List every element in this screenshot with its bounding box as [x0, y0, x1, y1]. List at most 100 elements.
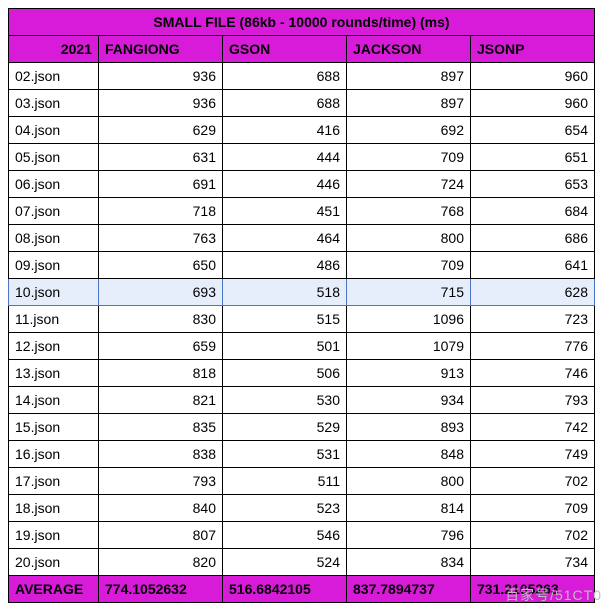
file-name-cell: 05.json	[9, 144, 99, 171]
table-row: 02.json936688897960	[9, 63, 595, 90]
table-row: 04.json629416692654	[9, 117, 595, 144]
table-row: 18.json840523814709	[9, 495, 595, 522]
header-row: 2021 FANGIONG GSON JACKSON JSONP	[9, 36, 595, 63]
value-cell: 518	[223, 279, 347, 306]
table-row: 09.json650486709641	[9, 252, 595, 279]
table-row: 10.json693518715628	[9, 279, 595, 306]
value-cell: 793	[471, 387, 595, 414]
value-cell: 506	[223, 360, 347, 387]
average-row: AVERAGE 774.1052632 516.6842105 837.7894…	[9, 576, 595, 603]
value-cell: 834	[347, 549, 471, 576]
value-cell: 796	[347, 522, 471, 549]
file-name-cell: 02.json	[9, 63, 99, 90]
value-cell: 486	[223, 252, 347, 279]
table-row: 08.json763464800686	[9, 225, 595, 252]
value-cell: 692	[347, 117, 471, 144]
file-name-cell: 18.json	[9, 495, 99, 522]
value-cell: 628	[471, 279, 595, 306]
file-name-cell: 13.json	[9, 360, 99, 387]
value-cell: 776	[471, 333, 595, 360]
table-title: SMALL FILE (86kb - 10000 rounds/time) (m…	[9, 9, 595, 36]
value-cell: 893	[347, 414, 471, 441]
value-cell: 501	[223, 333, 347, 360]
value-cell: 651	[471, 144, 595, 171]
value-cell: 641	[471, 252, 595, 279]
file-name-cell: 20.json	[9, 549, 99, 576]
value-cell: 416	[223, 117, 347, 144]
value-cell: 1096	[347, 306, 471, 333]
value-cell: 709	[347, 144, 471, 171]
file-name-cell: 16.json	[9, 441, 99, 468]
value-cell: 1079	[347, 333, 471, 360]
value-cell: 793	[99, 468, 223, 495]
file-name-cell: 09.json	[9, 252, 99, 279]
value-cell: 524	[223, 549, 347, 576]
value-cell: 848	[347, 441, 471, 468]
col-header: JSONP	[471, 36, 595, 63]
value-cell: 530	[223, 387, 347, 414]
value-cell: 523	[223, 495, 347, 522]
value-cell: 653	[471, 171, 595, 198]
table-row: 19.json807546796702	[9, 522, 595, 549]
file-name-cell: 08.json	[9, 225, 99, 252]
average-cell: 837.7894737	[347, 576, 471, 603]
value-cell: 511	[223, 468, 347, 495]
value-cell: 444	[223, 144, 347, 171]
file-name-cell: 11.json	[9, 306, 99, 333]
table-row: 13.json818506913746	[9, 360, 595, 387]
file-name-cell: 06.json	[9, 171, 99, 198]
value-cell: 684	[471, 198, 595, 225]
average-cell: 774.1052632	[99, 576, 223, 603]
file-name-cell: 14.json	[9, 387, 99, 414]
value-cell: 693	[99, 279, 223, 306]
value-cell: 631	[99, 144, 223, 171]
table-row: 17.json793511800702	[9, 468, 595, 495]
value-cell: 746	[471, 360, 595, 387]
value-cell: 840	[99, 495, 223, 522]
value-cell: 709	[347, 252, 471, 279]
value-cell: 464	[223, 225, 347, 252]
value-cell: 688	[223, 63, 347, 90]
value-cell: 818	[99, 360, 223, 387]
table-row: 14.json821530934793	[9, 387, 595, 414]
value-cell: 734	[471, 549, 595, 576]
value-cell: 686	[471, 225, 595, 252]
value-cell: 936	[99, 63, 223, 90]
value-cell: 800	[347, 225, 471, 252]
average-cell: 731.2105263	[471, 576, 595, 603]
value-cell: 749	[471, 441, 595, 468]
col-header: FANGIONG	[99, 36, 223, 63]
file-name-cell: 10.json	[9, 279, 99, 306]
value-cell: 515	[223, 306, 347, 333]
value-cell: 838	[99, 441, 223, 468]
table-row: 11.json8305151096723	[9, 306, 595, 333]
table-row: 06.json691446724653	[9, 171, 595, 198]
value-cell: 718	[99, 198, 223, 225]
value-cell: 702	[471, 468, 595, 495]
value-cell: 820	[99, 549, 223, 576]
value-cell: 768	[347, 198, 471, 225]
value-cell: 821	[99, 387, 223, 414]
table-row: 20.json820524834734	[9, 549, 595, 576]
table-row: 15.json835529893742	[9, 414, 595, 441]
table-row: 07.json718451768684	[9, 198, 595, 225]
value-cell: 742	[471, 414, 595, 441]
value-cell: 446	[223, 171, 347, 198]
average-cell: 516.6842105	[223, 576, 347, 603]
table-body: 02.json93668889796003.json93668889796004…	[9, 63, 595, 576]
value-cell: 688	[223, 90, 347, 117]
file-name-cell: 04.json	[9, 117, 99, 144]
value-cell: 723	[471, 306, 595, 333]
file-name-cell: 15.json	[9, 414, 99, 441]
value-cell: 709	[471, 495, 595, 522]
table-row: 05.json631444709651	[9, 144, 595, 171]
file-name-cell: 12.json	[9, 333, 99, 360]
file-name-cell: 19.json	[9, 522, 99, 549]
value-cell: 897	[347, 90, 471, 117]
col-header: GSON	[223, 36, 347, 63]
value-cell: 650	[99, 252, 223, 279]
value-cell: 960	[471, 90, 595, 117]
value-cell: 529	[223, 414, 347, 441]
value-cell: 531	[223, 441, 347, 468]
value-cell: 800	[347, 468, 471, 495]
